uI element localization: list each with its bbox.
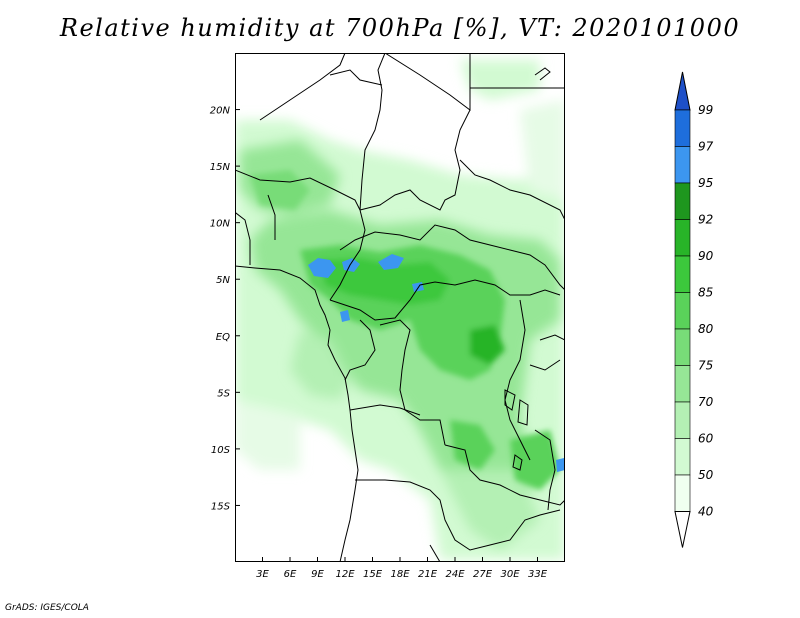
lon-tick-label: 21E [418, 569, 438, 580]
colorbar-segment [674, 365, 691, 403]
lon-tick-label: 30E [500, 569, 520, 580]
colorbar-segment [674, 292, 691, 330]
lon-tick-label: 6E [284, 569, 297, 580]
lon-tick-label: 12E [335, 569, 355, 580]
lon-tick-label: 24E [445, 569, 465, 580]
humidity-shading-saturated [308, 254, 565, 472]
lat-tick-label: 15S [211, 501, 231, 512]
colorbar-label: 50 [698, 468, 714, 482]
colorbar-label: 95 [698, 176, 713, 190]
chart-title: Relative humidity at 700hPa [%], VT: 202… [59, 14, 741, 42]
lat-tick-label: 20N [210, 106, 231, 117]
colorbar-segment [674, 219, 691, 257]
lat-tick-label: 15N [210, 162, 231, 173]
colorbar-segment [674, 182, 691, 220]
colorbar-label: 80 [698, 322, 714, 336]
lat-tick-label: EQ [216, 332, 230, 343]
colorbar-segment [674, 438, 691, 476]
country-borders [235, 53, 565, 562]
colorbar: 99 97 95 92 90 85 80 75 70 60 50 40 [674, 71, 714, 548]
colorbar-segment [674, 328, 691, 366]
colorbar-label: 40 [698, 505, 714, 519]
lon-tick-label: 33E [528, 569, 548, 580]
lat-tick-label: 10S [211, 445, 231, 456]
lon-tick-label: 3E [256, 569, 269, 580]
colorbar-segment [674, 146, 691, 184]
colorbar-label: 85 [698, 286, 713, 300]
colorbar-label: 70 [698, 395, 714, 409]
lat-tick-label: 5N [216, 275, 230, 286]
humidity-field [235, 53, 565, 562]
colorbar-segment [674, 255, 691, 293]
lon-tick-label: 18E [390, 569, 410, 580]
lon-ticks: 3E 6E 9E 12E 15E 18E 21E 24E 27E 30E 33E [256, 557, 548, 580]
colorbar-label: 60 [698, 432, 714, 446]
lat-tick-label: 5S [217, 388, 230, 399]
lon-tick-label: 9E [311, 569, 324, 580]
lon-tick-label: 27E [473, 569, 493, 580]
colorbar-segment [674, 109, 691, 147]
credit-footer: GrADS: IGES/COLA [5, 603, 89, 613]
colorbar-label: 99 [698, 103, 713, 117]
colorbar-label: 97 [698, 140, 714, 154]
colorbar-top-arrow [674, 71, 691, 111]
lat-ticks: 20N 15N 10N 5N EQ 5S 10S 15S [210, 106, 240, 512]
colorbar-label: 90 [698, 249, 714, 263]
lat-tick-label: 10N [210, 219, 231, 230]
colorbar-segment [674, 474, 691, 512]
colorbar-segment [674, 401, 691, 439]
colorbar-bottom-arrow [674, 511, 691, 548]
lon-tick-label: 15E [363, 569, 383, 580]
colorbar-label: 92 [698, 213, 713, 227]
colorbar-label: 75 [698, 359, 713, 373]
